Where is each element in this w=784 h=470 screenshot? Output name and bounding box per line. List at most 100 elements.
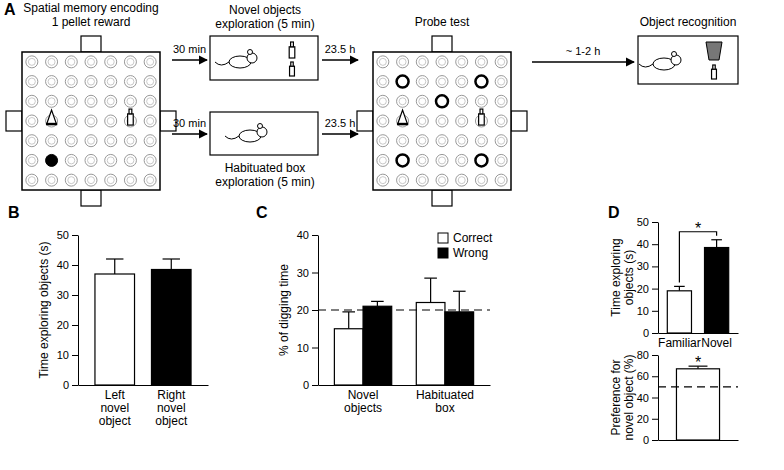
sandwell xyxy=(416,115,428,127)
sandwell xyxy=(458,137,465,144)
sandwell xyxy=(105,135,117,147)
y-tick-label: 20 xyxy=(297,304,309,316)
error-bar-cap xyxy=(453,291,466,292)
reference-line xyxy=(318,309,490,310)
sandwell xyxy=(124,154,136,166)
y-tick: 30 xyxy=(57,289,78,301)
x-axis: Novelobjects Habituatedbox xyxy=(319,385,491,415)
sandwell xyxy=(495,154,507,166)
sandwell xyxy=(419,118,426,125)
sandwell xyxy=(498,118,505,125)
bar xyxy=(95,274,135,385)
sandwell xyxy=(127,177,134,184)
sandwell xyxy=(397,76,409,88)
y-tick: 20 xyxy=(637,413,658,425)
sandwell xyxy=(495,135,507,147)
sandwell xyxy=(124,174,136,186)
y-tick: 50 xyxy=(637,216,658,228)
sandwell xyxy=(458,177,465,184)
x-tick-label: Novelobjects xyxy=(344,388,382,415)
sandwell xyxy=(65,115,77,127)
x-axis xyxy=(659,440,739,442)
sandwell xyxy=(105,76,117,88)
legend-swatch xyxy=(438,248,448,258)
bar xyxy=(416,303,445,386)
y-tick: 0 xyxy=(63,379,78,391)
sandwell xyxy=(48,98,55,105)
error-bar-cap xyxy=(711,239,722,240)
sandwell xyxy=(105,95,117,107)
y-tick-mark xyxy=(652,398,658,399)
sandwell xyxy=(399,98,406,105)
sandwell xyxy=(127,78,134,85)
delay-label: ~ 1-2 h xyxy=(566,45,601,57)
reference-line xyxy=(658,386,738,387)
sandwell xyxy=(28,177,35,184)
sandwell xyxy=(495,95,507,107)
sandwell xyxy=(379,78,386,85)
y-tick-label: 40 xyxy=(637,392,649,404)
habituated-box-label: exploration (5 min) xyxy=(215,175,314,189)
sandwell xyxy=(498,58,505,65)
y-tick: 40 xyxy=(57,259,78,271)
x-tick-label: Habituatedbox xyxy=(416,388,474,415)
sandwell xyxy=(377,174,389,186)
sandwell xyxy=(399,137,406,144)
sandwell xyxy=(475,135,487,147)
x-tick-label: Familiar xyxy=(658,336,701,350)
sandwell xyxy=(68,137,75,144)
recognition-label: Object recognition xyxy=(640,15,737,29)
start-box xyxy=(81,36,101,52)
y-tick-mark xyxy=(72,355,78,356)
y-tick: 50 xyxy=(57,229,78,241)
sandwell xyxy=(144,56,156,68)
sandwell xyxy=(495,115,507,127)
x-tick: Habituatedbox xyxy=(416,385,474,415)
sandwell xyxy=(458,78,465,85)
sandwell xyxy=(124,135,136,147)
error-bar xyxy=(342,312,355,329)
sandwell xyxy=(147,58,154,65)
sandwell xyxy=(456,95,468,107)
y-tick: 10 xyxy=(637,305,658,317)
sandwell xyxy=(397,56,409,68)
significance-bracket xyxy=(679,232,716,283)
sandwell xyxy=(107,177,114,184)
sandwell xyxy=(498,137,505,144)
sandwell xyxy=(439,137,446,144)
y-axis: 01020304050 xyxy=(637,216,659,339)
sandwell xyxy=(377,56,389,68)
y-tick-label: 40 xyxy=(297,229,309,241)
chart: 020406080Preference fornovel object (%)* xyxy=(609,349,739,446)
sandwell xyxy=(144,174,156,186)
plot-area xyxy=(667,240,728,333)
y-axis-title: Preference fornovel object (%) xyxy=(609,354,636,440)
sandwell xyxy=(456,154,468,166)
y-tick-label: 20 xyxy=(637,413,649,425)
sandwell xyxy=(46,154,58,166)
sandwell xyxy=(379,177,386,184)
x-axis-line xyxy=(659,333,739,334)
y-tick-label: 50 xyxy=(57,229,69,241)
x-tick-label: Leftnovelobject xyxy=(99,388,132,428)
y-tick: 80 xyxy=(637,349,658,361)
encoding-label: 1 pellet reward xyxy=(52,15,131,29)
delay-label: 23.5 h xyxy=(325,117,356,129)
sandwell xyxy=(147,137,154,144)
sandwell xyxy=(419,177,426,184)
error-bar-stem xyxy=(716,240,717,248)
sandwell xyxy=(124,76,136,88)
sandwell xyxy=(127,137,134,144)
sandwell xyxy=(458,157,465,164)
sandwell xyxy=(46,56,58,68)
sandwell xyxy=(498,98,505,105)
sandwell xyxy=(85,115,97,127)
object-icon xyxy=(480,109,483,114)
legend: CorrectWrong xyxy=(438,231,493,260)
x-tick: Leftnovelobject xyxy=(99,385,132,428)
sandwell xyxy=(416,56,428,68)
y-tick-mark xyxy=(72,295,78,296)
sandwell xyxy=(28,78,35,85)
error-bar-stem xyxy=(348,312,349,329)
sandwell xyxy=(46,76,58,88)
